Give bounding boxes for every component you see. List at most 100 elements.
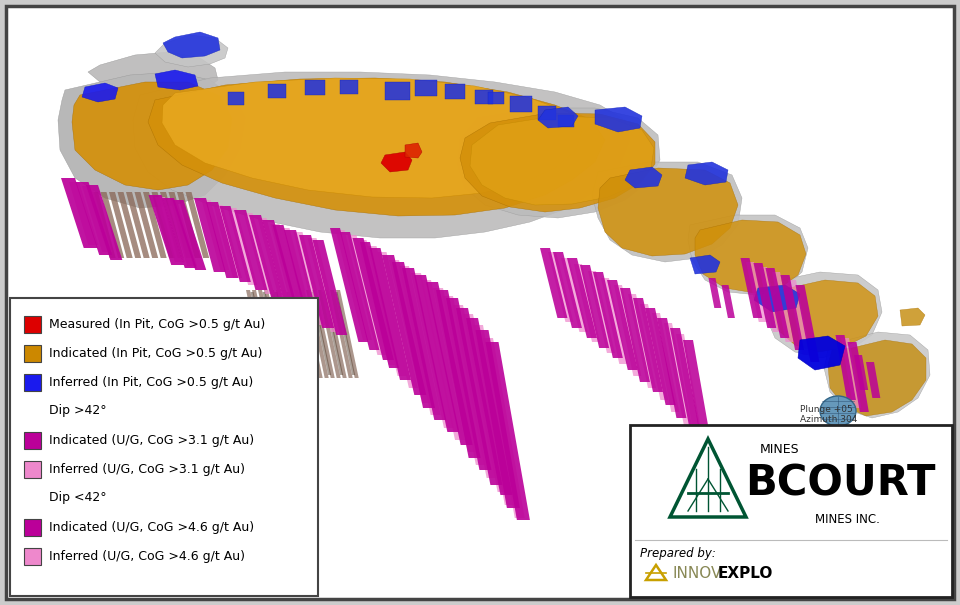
Polygon shape (470, 116, 654, 205)
Polygon shape (640, 304, 668, 400)
Polygon shape (574, 264, 600, 342)
Bar (24, 519, 41, 536)
Polygon shape (262, 220, 297, 305)
Polygon shape (313, 240, 348, 335)
Polygon shape (262, 292, 283, 375)
Polygon shape (382, 255, 426, 395)
Polygon shape (270, 290, 293, 378)
Polygon shape (848, 342, 869, 412)
Polygon shape (567, 258, 597, 338)
Polygon shape (88, 52, 218, 97)
Polygon shape (762, 272, 882, 358)
Polygon shape (835, 335, 856, 400)
Polygon shape (614, 285, 641, 376)
Polygon shape (754, 285, 800, 312)
Polygon shape (273, 225, 307, 312)
Polygon shape (798, 336, 845, 370)
Polygon shape (759, 267, 780, 332)
Polygon shape (220, 206, 251, 282)
Polygon shape (445, 84, 465, 99)
Polygon shape (162, 198, 197, 268)
Polygon shape (282, 290, 304, 378)
Polygon shape (299, 292, 319, 375)
Bar (800, 428, 818, 433)
Polygon shape (695, 220, 806, 293)
Polygon shape (307, 238, 340, 332)
Polygon shape (206, 202, 238, 278)
Polygon shape (257, 218, 289, 302)
Polygon shape (740, 258, 762, 318)
Polygon shape (772, 272, 794, 342)
Polygon shape (134, 192, 158, 258)
Text: Azimuth 304: Azimuth 304 (800, 415, 857, 424)
Polygon shape (385, 82, 410, 100)
Polygon shape (169, 192, 192, 258)
Polygon shape (271, 224, 300, 310)
Polygon shape (824, 332, 930, 418)
Polygon shape (352, 238, 394, 360)
Polygon shape (780, 275, 804, 350)
Polygon shape (607, 280, 637, 370)
Bar (24, 461, 41, 478)
Polygon shape (202, 200, 229, 270)
Polygon shape (405, 143, 422, 158)
Polygon shape (252, 290, 275, 378)
Polygon shape (460, 113, 655, 212)
Polygon shape (163, 32, 220, 58)
Polygon shape (284, 230, 319, 320)
Bar (24, 374, 41, 391)
Polygon shape (234, 210, 268, 290)
Polygon shape (294, 290, 317, 378)
Polygon shape (796, 285, 820, 362)
Polygon shape (475, 330, 520, 508)
Polygon shape (433, 288, 478, 452)
Polygon shape (601, 278, 627, 364)
Polygon shape (194, 198, 226, 272)
Ellipse shape (820, 396, 856, 426)
Polygon shape (173, 200, 206, 270)
Polygon shape (722, 285, 735, 318)
Text: Dip >42°: Dip >42° (49, 404, 107, 417)
Polygon shape (399, 266, 441, 415)
Polygon shape (306, 290, 328, 378)
Text: EXPLO: EXPLO (718, 566, 774, 581)
Polygon shape (318, 290, 341, 378)
Polygon shape (456, 308, 502, 485)
Polygon shape (488, 92, 504, 104)
Polygon shape (348, 235, 387, 355)
Polygon shape (538, 107, 578, 128)
Polygon shape (620, 288, 650, 382)
Polygon shape (148, 78, 605, 216)
Polygon shape (746, 262, 767, 322)
Polygon shape (246, 290, 269, 378)
Polygon shape (381, 152, 412, 172)
Polygon shape (76, 182, 112, 255)
Polygon shape (466, 318, 513, 495)
Polygon shape (443, 296, 486, 465)
Polygon shape (286, 292, 307, 375)
Polygon shape (58, 72, 245, 208)
Polygon shape (392, 262, 435, 408)
Text: Indicated (U/G, CoG >4.6 g/t Au): Indicated (U/G, CoG >4.6 g/t Au) (49, 521, 254, 534)
Bar (10, 298, 318, 596)
Text: 100: 100 (865, 436, 879, 445)
Polygon shape (754, 263, 777, 328)
Polygon shape (336, 290, 359, 378)
Polygon shape (185, 192, 209, 258)
Bar (854, 428, 872, 433)
Polygon shape (841, 338, 861, 408)
Polygon shape (155, 197, 185, 262)
Polygon shape (458, 108, 660, 218)
Polygon shape (415, 80, 437, 96)
Polygon shape (82, 186, 112, 252)
Polygon shape (299, 235, 334, 328)
Polygon shape (633, 298, 663, 392)
Polygon shape (788, 280, 810, 355)
Polygon shape (258, 290, 280, 378)
Polygon shape (402, 268, 446, 420)
Polygon shape (561, 258, 588, 332)
Polygon shape (228, 92, 244, 105)
Polygon shape (377, 252, 418, 388)
Polygon shape (854, 355, 868, 390)
Text: Plunge +05: Plunge +05 (800, 405, 852, 414)
